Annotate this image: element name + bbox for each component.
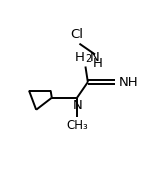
Text: 2: 2 — [85, 54, 91, 64]
Text: CH₃: CH₃ — [67, 119, 89, 132]
Text: H: H — [74, 51, 84, 64]
Text: N: N — [90, 51, 99, 64]
Text: N: N — [73, 99, 82, 112]
Text: Cl: Cl — [71, 28, 84, 41]
Text: NH: NH — [118, 76, 138, 89]
Text: H: H — [93, 57, 102, 70]
